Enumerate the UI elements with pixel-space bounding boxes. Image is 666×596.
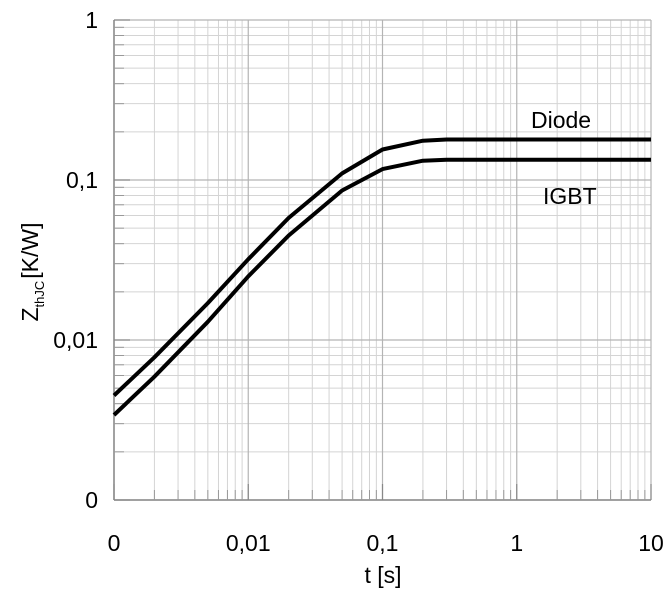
minor-grid [114, 20, 651, 500]
series-label-igbt: IGBT [543, 183, 597, 209]
series-lines [112, 137, 651, 417]
y-tick-label: 0 [85, 487, 98, 513]
y-axis-title-main: Z [17, 307, 43, 321]
x-tick-label: 0,01 [226, 530, 271, 556]
series-label-diode: Diode [531, 107, 591, 133]
svg-text:ZthJC[K/W]: ZthJC [K/W] [17, 222, 47, 321]
y-tick-label: 1 [85, 7, 98, 33]
x-tick-label: 10 [638, 530, 664, 556]
series-line-igbt [112, 157, 651, 417]
x-axis-title: t [s] [364, 562, 401, 588]
axis-ticks [113, 19, 652, 501]
x-tick-label: 1 [510, 530, 523, 556]
tick-labels: 0 0,01 0,1 1 10 0 0,01 0,1 1 [53, 7, 664, 556]
x-tick-label: 0,1 [367, 530, 399, 556]
y-axis-title: ZthJC [K/W] [17, 222, 47, 321]
y-tick-label: 0,01 [53, 327, 98, 353]
x-tick-label: 0 [108, 530, 121, 556]
series-line-diode [112, 137, 651, 397]
y-tick-label: 0,1 [66, 167, 98, 193]
y-axis-title-subscript: thJC [32, 281, 47, 308]
y-axis-title-unit: [K/W] [17, 222, 43, 278]
